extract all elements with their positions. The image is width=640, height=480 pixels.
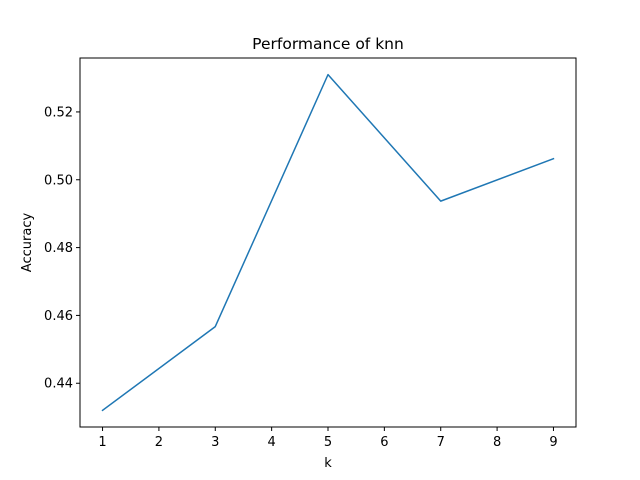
x-tick-label: 3 [211, 435, 219, 450]
y-tick-label: 0.50 [44, 173, 73, 188]
x-tick-label: 1 [98, 435, 106, 450]
y-tick-label: 0.48 [44, 241, 73, 256]
y-axis-title: Accuracy [20, 213, 35, 273]
x-tick-label: 2 [155, 435, 163, 450]
x-tick-label: 7 [437, 435, 445, 450]
y-tick-label: 0.44 [44, 377, 73, 392]
chart-title: Performance of knn [252, 35, 404, 53]
y-axis-ticks: 0.44 0.46 0.48 0.50 0.52 [44, 105, 80, 392]
x-tick-label: 5 [324, 435, 332, 450]
y-tick-label: 0.52 [44, 105, 73, 120]
x-tick-label: 4 [267, 435, 275, 450]
series-line [101, 73, 555, 412]
x-tick-label: 8 [493, 435, 501, 450]
x-axis-ticks: 1 2 3 4 5 6 7 8 9 [98, 427, 558, 450]
x-axis-title: k [324, 456, 332, 471]
x-tick-label: 6 [380, 435, 388, 450]
series-layer [101, 73, 555, 412]
y-tick-label: 0.46 [44, 309, 73, 324]
x-tick-label: 9 [549, 435, 557, 450]
